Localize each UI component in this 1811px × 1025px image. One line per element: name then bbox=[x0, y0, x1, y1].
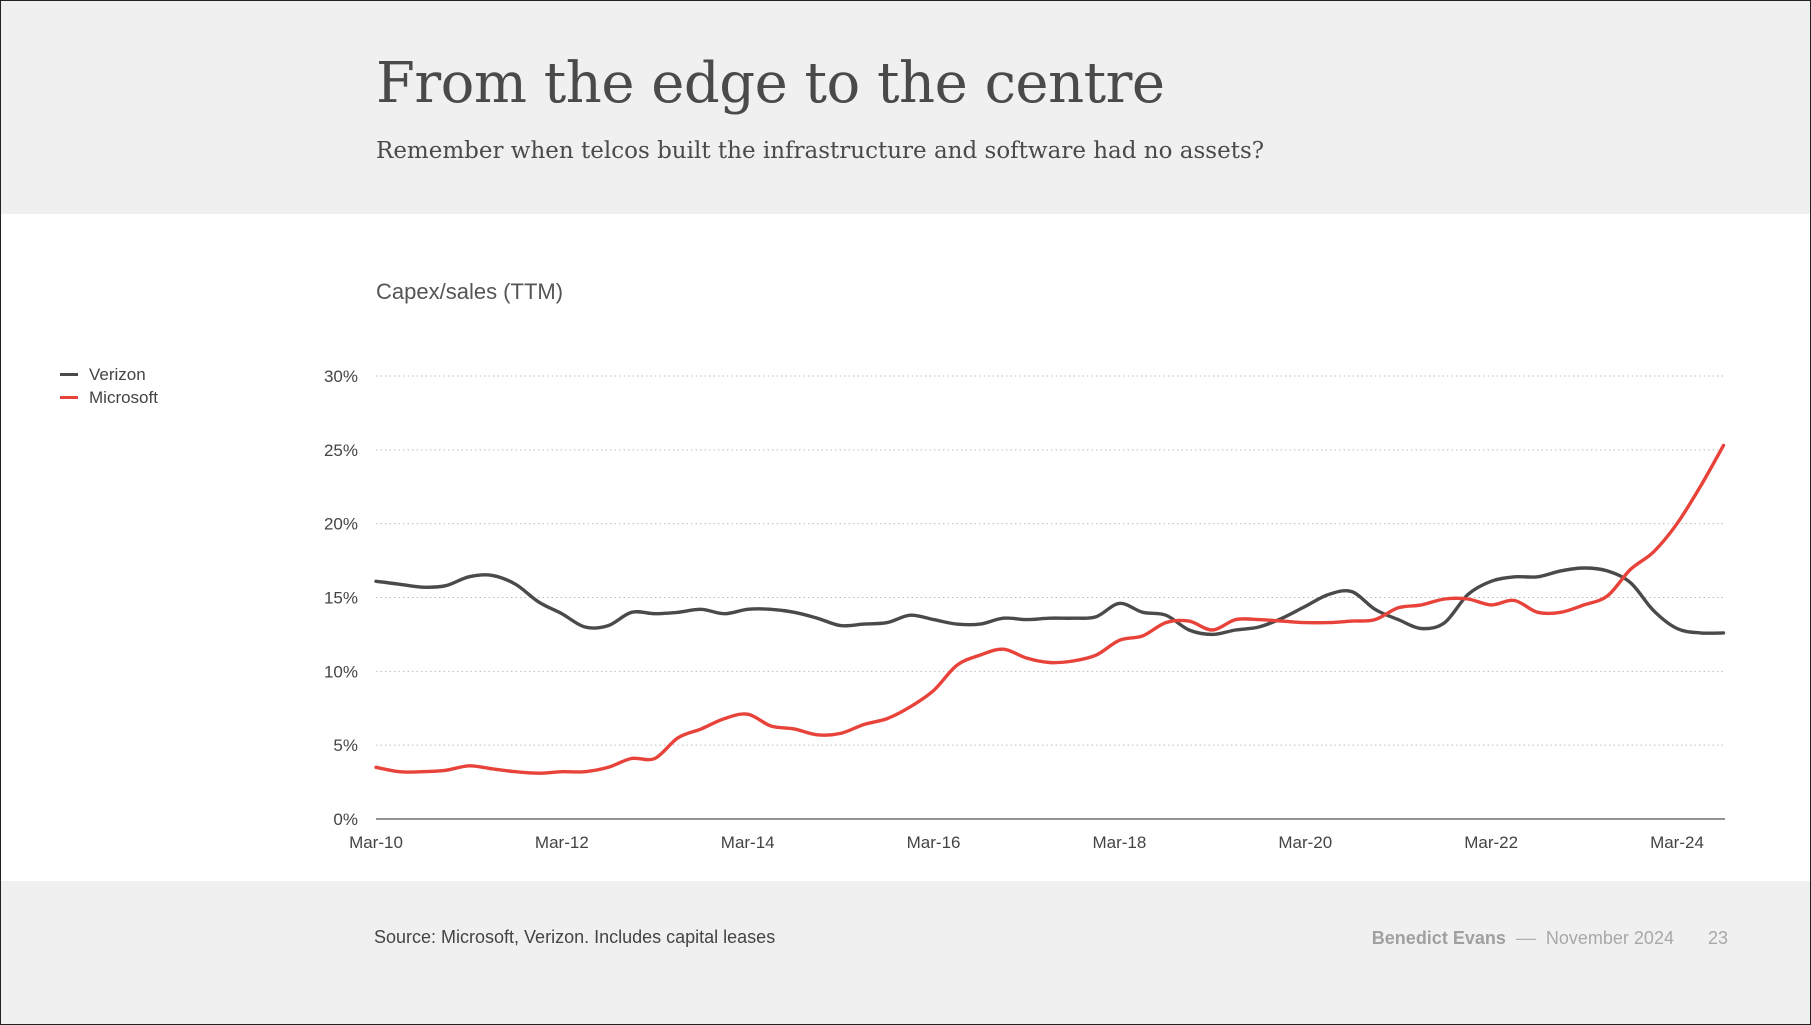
legend-label-microsoft: Microsoft bbox=[89, 387, 158, 407]
slide-title: From the edge to the centre bbox=[376, 51, 1165, 116]
legend-item-microsoft: Microsoft bbox=[60, 386, 158, 409]
series-lines bbox=[374, 443, 1726, 775]
y-tick-label: 30% bbox=[324, 367, 358, 386]
legend-swatch-verizon bbox=[60, 373, 78, 376]
y-axis-ticks: 0% 5% 10% 15% 20% 25% 30% bbox=[324, 367, 358, 829]
legend-item-verizon: Verizon bbox=[60, 363, 158, 386]
x-tick-label: Mar-20 bbox=[1278, 833, 1332, 852]
x-tick-label: Mar-24 bbox=[1650, 833, 1704, 852]
presentation-date: November 2024 bbox=[1545, 928, 1674, 948]
x-tick-label: Mar-12 bbox=[535, 833, 589, 852]
credit-separator: –– bbox=[1515, 928, 1536, 948]
author-name: Benedict Evans bbox=[1371, 928, 1506, 948]
x-tick-label: Mar-18 bbox=[1092, 833, 1146, 852]
y-tick-label: 25% bbox=[324, 441, 358, 460]
y-tick-label: 15% bbox=[324, 589, 358, 608]
legend-swatch-microsoft bbox=[60, 396, 78, 399]
series-line-microsoft bbox=[374, 443, 1726, 775]
slide-subtitle: Remember when telcos built the infrastru… bbox=[376, 138, 1265, 164]
x-tick-label: Mar-16 bbox=[907, 833, 961, 852]
source-note: Source: Microsoft, Verizon. Includes cap… bbox=[374, 927, 776, 947]
y-tick-label: 5% bbox=[333, 736, 358, 755]
chart-legend: Verizon Microsoft bbox=[60, 363, 158, 409]
series-line-verizon bbox=[374, 566, 1726, 637]
y-tick-label: 0% bbox=[333, 810, 358, 829]
x-tick-label: Mar-14 bbox=[721, 833, 775, 852]
x-tick-label: Mar-10 bbox=[349, 833, 403, 852]
page-number: 23 bbox=[1707, 928, 1728, 948]
footer-band: Source: Microsoft, Verizon. Includes cap… bbox=[1, 881, 1810, 1024]
legend-label-verizon: Verizon bbox=[89, 364, 146, 384]
grid-lines bbox=[376, 375, 1725, 820]
x-tick-label: Mar-22 bbox=[1464, 833, 1518, 852]
y-tick-label: 10% bbox=[324, 662, 358, 681]
y-tick-label: 20% bbox=[324, 515, 358, 534]
header-band: From the edge to the centre Remember whe… bbox=[1, 1, 1810, 214]
chart-title: Capex/sales (TTM) bbox=[376, 279, 564, 304]
x-axis-ticks: Mar-10 Mar-12 Mar-14 Mar-16 Mar-18 Mar-20 Mar-… bbox=[349, 833, 1704, 852]
line-chart: 0%5%10%15%20%25%30% Mar-10 Mar-12 Mar-14 Ma… bbox=[324, 367, 1726, 852]
footer-credit: Benedict Evans –– November 2024 23 bbox=[1372, 928, 1728, 949]
